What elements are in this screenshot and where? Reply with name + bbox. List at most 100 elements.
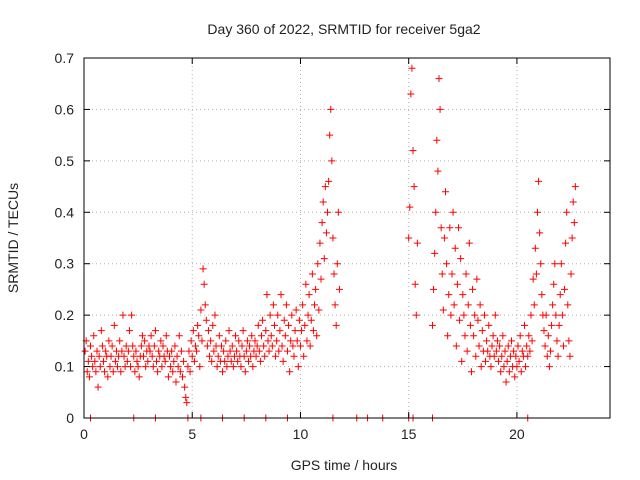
data-point	[567, 270, 575, 278]
data-point	[162, 332, 170, 340]
data-point	[105, 337, 113, 345]
data-point	[405, 234, 413, 242]
data-point	[197, 306, 205, 314]
data-points	[81, 64, 579, 407]
data-point	[436, 105, 444, 113]
data-point	[406, 203, 414, 211]
data-point	[261, 352, 269, 360]
data-point	[235, 337, 243, 345]
data-point	[408, 64, 416, 72]
data-point	[431, 249, 439, 257]
data-point	[440, 234, 448, 242]
data-point	[500, 363, 508, 371]
data-point	[159, 342, 167, 350]
data-point	[529, 275, 537, 283]
data-point	[245, 357, 253, 365]
data-point	[114, 363, 122, 371]
data-point	[181, 383, 189, 391]
data-point	[263, 291, 271, 299]
data-point	[304, 311, 312, 319]
data-point	[227, 357, 235, 365]
data-point	[435, 75, 443, 83]
data-point	[520, 321, 528, 329]
data-point	[172, 378, 180, 386]
data-point	[448, 270, 456, 278]
data-point	[149, 363, 157, 371]
data-point	[538, 291, 546, 299]
data-point	[530, 301, 538, 309]
x-tick-label: 20	[509, 426, 525, 442]
data-point	[429, 321, 437, 329]
data-point	[124, 347, 132, 355]
data-point	[123, 357, 131, 365]
data-point	[219, 368, 227, 376]
data-point	[317, 275, 325, 283]
data-point	[319, 198, 327, 206]
data-point	[517, 368, 525, 376]
data-point	[326, 131, 334, 139]
data-point	[274, 311, 282, 319]
data-point	[461, 332, 469, 340]
data-point	[303, 337, 311, 345]
data-point	[186, 368, 194, 376]
data-point	[240, 352, 248, 360]
data-point	[180, 357, 188, 365]
data-point	[128, 311, 136, 319]
data-point	[472, 352, 480, 360]
data-point	[465, 239, 473, 247]
data-point	[170, 357, 178, 365]
data-point	[496, 342, 504, 350]
data-point	[329, 234, 337, 242]
data-point	[254, 321, 262, 329]
data-point	[285, 321, 293, 329]
data-point	[134, 363, 142, 371]
data-point	[239, 327, 247, 335]
data-point	[140, 352, 148, 360]
data-point	[522, 363, 530, 371]
data-point	[545, 363, 553, 371]
data-point	[81, 347, 89, 355]
data-point	[257, 332, 265, 340]
data-point	[411, 280, 419, 288]
data-point	[561, 285, 569, 293]
data-point	[130, 352, 138, 360]
data-point	[559, 342, 567, 350]
data-point	[155, 347, 163, 355]
data-point	[189, 327, 197, 335]
data-point	[430, 285, 438, 293]
data-point	[183, 399, 191, 407]
data-point	[94, 383, 102, 391]
data-point	[229, 363, 237, 371]
data-point	[524, 352, 532, 360]
data-point	[544, 332, 552, 340]
data-point	[452, 342, 460, 350]
data-point	[552, 311, 560, 319]
data-point	[237, 363, 245, 371]
data-point	[242, 347, 250, 355]
data-point	[241, 368, 249, 376]
data-point	[267, 332, 275, 340]
data-point	[233, 347, 241, 355]
data-point	[127, 363, 135, 371]
data-point	[562, 239, 570, 247]
data-point	[487, 363, 495, 371]
data-point	[154, 368, 162, 376]
data-point	[293, 337, 301, 345]
data-point	[248, 332, 256, 340]
data-point	[413, 239, 421, 247]
data-point	[255, 347, 263, 355]
data-point	[447, 311, 455, 319]
data-point	[511, 373, 519, 381]
data-point	[291, 327, 299, 335]
data-point	[253, 342, 261, 350]
data-point	[251, 337, 259, 345]
y-axis: 0 0.1 0.2 0.3 0.4 0.5 0.6 0.7	[55, 50, 610, 426]
data-point	[243, 337, 251, 345]
data-point	[501, 347, 509, 355]
data-point	[299, 301, 307, 309]
data-point	[434, 167, 442, 175]
data-point	[474, 316, 482, 324]
data-point	[491, 311, 499, 319]
x-tick-label: 0	[80, 426, 88, 442]
data-point	[407, 90, 415, 98]
